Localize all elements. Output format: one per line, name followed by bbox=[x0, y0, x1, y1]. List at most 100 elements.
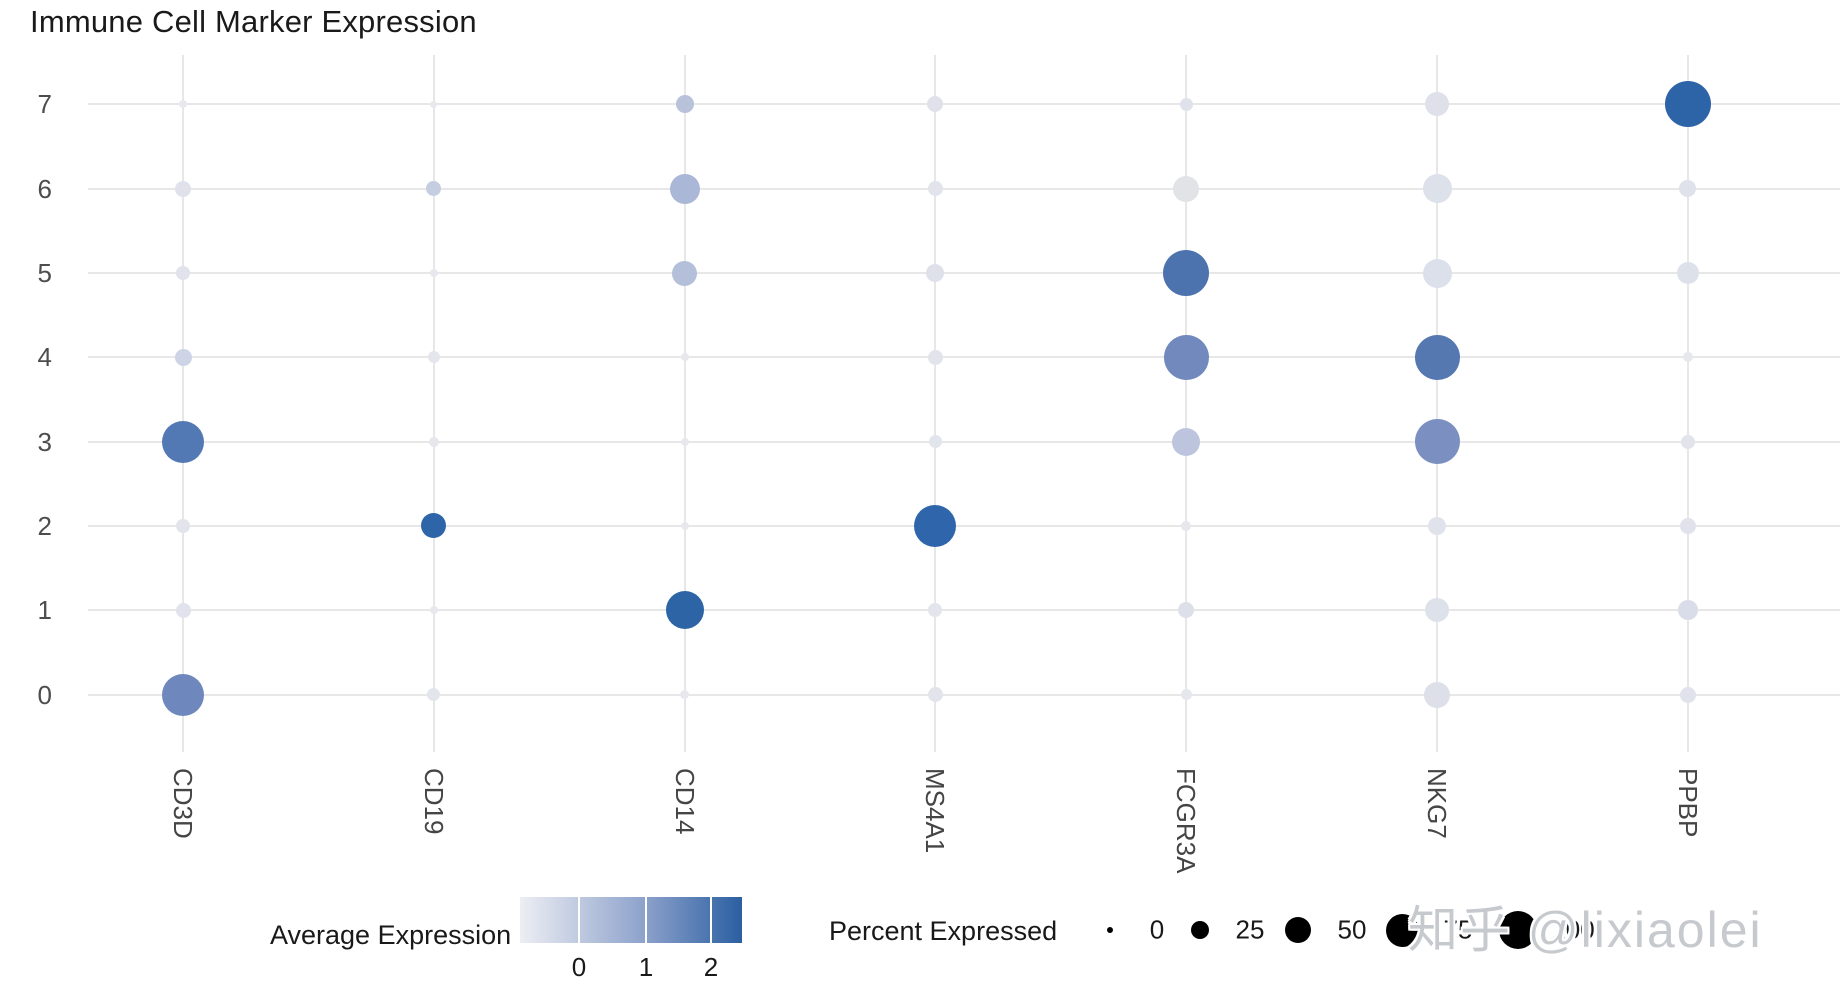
expression-dot bbox=[1425, 598, 1449, 623]
percent-legend-label: 100 bbox=[1551, 914, 1595, 945]
expression-dot bbox=[1676, 262, 1699, 284]
expression-dot bbox=[1680, 434, 1695, 449]
v-gridline bbox=[934, 55, 937, 752]
h-gridline bbox=[88, 609, 1840, 612]
chart-title: Immune Cell Marker Expression bbox=[30, 4, 477, 39]
y-axis-tick-label: 4 bbox=[37, 342, 52, 373]
expression-dot bbox=[914, 504, 957, 547]
v-gridline bbox=[1185, 55, 1188, 752]
expression-dot bbox=[669, 173, 700, 204]
expression-dot bbox=[429, 269, 438, 277]
v-gridline bbox=[683, 55, 686, 752]
percent-expressed-legend-title: Percent Expressed bbox=[829, 916, 1058, 946]
y-axis-tick-label: 2 bbox=[37, 510, 52, 541]
expression-dot bbox=[1425, 92, 1449, 117]
h-gridline bbox=[88, 693, 1840, 696]
x-axis-tick-label: MS4A1 bbox=[920, 768, 951, 854]
expression-dot bbox=[174, 348, 192, 366]
avg-expression-legend-title: Average Expression bbox=[270, 920, 512, 950]
percent-legend-dot bbox=[1385, 913, 1419, 947]
expression-dot bbox=[1428, 516, 1446, 535]
x-axis-tick-label: CD3D bbox=[168, 768, 198, 839]
expression-dot bbox=[675, 95, 694, 114]
avg-expression-gradient-bar bbox=[520, 897, 742, 943]
h-gridline bbox=[88, 524, 1840, 527]
expression-dot bbox=[927, 181, 943, 197]
v-gridline bbox=[1686, 55, 1689, 752]
expression-dot bbox=[665, 591, 704, 630]
v-gridline bbox=[1436, 55, 1438, 752]
expression-dot bbox=[428, 436, 439, 447]
expression-dot bbox=[1422, 174, 1452, 204]
expression-dot bbox=[927, 96, 944, 113]
expression-dot bbox=[1677, 600, 1698, 621]
y-axis-tick-label: 1 bbox=[37, 595, 52, 626]
x-axis-tick-label: CD14 bbox=[669, 768, 700, 835]
expression-dot bbox=[927, 687, 943, 702]
h-gridline bbox=[88, 103, 1840, 106]
expression-dot bbox=[179, 100, 187, 109]
expression-dot bbox=[680, 690, 690, 699]
expression-dot bbox=[926, 264, 945, 282]
expression-dot bbox=[1180, 689, 1192, 700]
expression-dot bbox=[1173, 175, 1200, 202]
watermark: 知乎 @lixiaolei bbox=[1408, 902, 1763, 958]
percent-legend-label: 0 bbox=[1149, 914, 1165, 945]
expression-dot bbox=[1163, 334, 1209, 380]
expression-dot bbox=[1422, 258, 1452, 288]
expression-dot bbox=[928, 603, 943, 618]
x-axis-tick-label: FCGR3A bbox=[1171, 768, 1202, 874]
percent-legend-dot bbox=[1107, 927, 1113, 933]
expression-dot bbox=[1179, 97, 1193, 111]
percent-legend-dot bbox=[1191, 921, 1209, 939]
expression-dot bbox=[680, 437, 689, 446]
expression-dot bbox=[672, 260, 698, 286]
v-gridline bbox=[182, 55, 184, 752]
expression-dot bbox=[1414, 419, 1460, 465]
expression-dot bbox=[1679, 517, 1696, 534]
expression-dot bbox=[1181, 520, 1192, 531]
expression-dot bbox=[175, 602, 191, 618]
percent-legend-dot bbox=[1499, 911, 1537, 949]
gradient-tick-mark bbox=[578, 897, 580, 943]
expression-dot bbox=[1414, 334, 1460, 380]
percent-legend-label: 25 bbox=[1235, 914, 1265, 945]
expression-dot bbox=[680, 353, 689, 362]
expression-dot bbox=[1682, 352, 1693, 363]
percent-legend-dot bbox=[1285, 917, 1311, 943]
y-axis-tick-label: 3 bbox=[37, 426, 52, 457]
expression-dot bbox=[429, 606, 438, 615]
percent-legend-label: 50 bbox=[1337, 914, 1367, 945]
expression-dot bbox=[162, 420, 204, 463]
percent-legend-label: 75 bbox=[1443, 914, 1473, 945]
h-gridline bbox=[88, 440, 1840, 443]
expression-dot bbox=[162, 673, 204, 716]
expression-dot bbox=[680, 521, 689, 530]
gradient-tick-mark bbox=[645, 897, 647, 943]
expression-dot bbox=[1679, 686, 1696, 703]
gradient-tick-label: 2 bbox=[703, 952, 719, 982]
expression-dot bbox=[1178, 602, 1195, 619]
x-axis-tick-label: CD19 bbox=[418, 768, 449, 835]
expression-dot bbox=[1163, 250, 1210, 296]
expression-dot bbox=[1664, 81, 1711, 128]
expression-dot bbox=[421, 513, 447, 539]
y-axis-tick-label: 0 bbox=[37, 679, 52, 710]
expression-dot bbox=[927, 349, 943, 365]
h-gridline bbox=[88, 356, 1840, 359]
y-axis-tick-label: 5 bbox=[37, 258, 52, 288]
y-axis-tick-label: 6 bbox=[37, 173, 52, 204]
h-gridline bbox=[88, 272, 1840, 274]
expression-dot bbox=[175, 180, 191, 197]
v-gridline bbox=[432, 55, 435, 752]
x-axis-tick-label: PPBP bbox=[1672, 768, 1703, 838]
gradient-tick-label: 0 bbox=[571, 952, 587, 982]
expression-dot bbox=[1679, 180, 1697, 198]
expression-dot bbox=[176, 518, 190, 533]
expression-dot bbox=[176, 266, 190, 280]
expression-dot bbox=[1424, 681, 1450, 708]
x-axis-tick-label: NKG7 bbox=[1422, 768, 1452, 839]
expression-dot bbox=[426, 181, 442, 197]
y-axis-tick-label: 7 bbox=[37, 89, 52, 120]
